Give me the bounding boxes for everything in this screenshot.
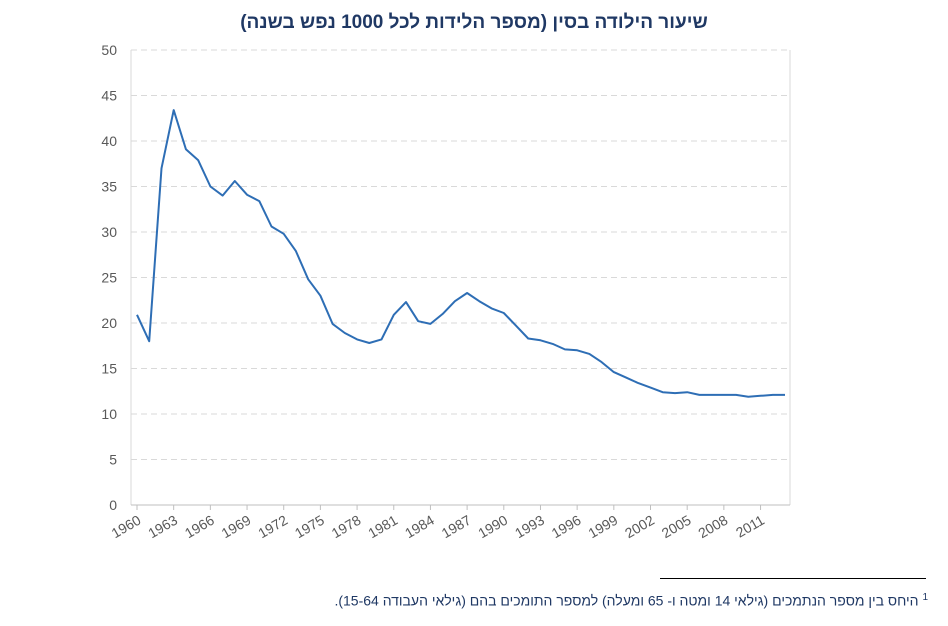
x-tick-label: 1993 bbox=[512, 512, 547, 542]
y-tick-label: 25 bbox=[101, 270, 117, 286]
x-tick-label: 1972 bbox=[255, 512, 290, 542]
x-tick-label: 1969 bbox=[219, 512, 254, 542]
axes bbox=[130, 50, 791, 510]
x-tick-label: 1966 bbox=[182, 512, 217, 542]
x-tick-label: 2008 bbox=[695, 512, 730, 542]
series-line bbox=[136, 109, 785, 398]
footnote-text: היחס בין מספר הנתמכים (גילאי 14 ומטה ו- … bbox=[334, 592, 919, 609]
x-tick-label: 1996 bbox=[549, 512, 584, 542]
x-tick-label: 2011 bbox=[733, 512, 767, 541]
chart-title: שיעור הילודה בסין (מספר הלידות לכל 1000 … bbox=[240, 12, 708, 33]
x-tick-label: 1978 bbox=[329, 512, 364, 542]
x-tick-label: 1990 bbox=[475, 512, 510, 542]
x-tick-label: 1999 bbox=[585, 512, 620, 542]
x-tick-label: 2005 bbox=[659, 512, 694, 542]
y-tick-label: 10 bbox=[101, 406, 117, 422]
footnote-marker: 1 bbox=[922, 592, 928, 603]
y-tick-label: 20 bbox=[101, 315, 117, 331]
footnote-divider bbox=[660, 578, 926, 579]
gridlines bbox=[131, 49, 790, 460]
y-tick-labels: 0 5 10 15 20 25 30 35 40 45 50 bbox=[101, 42, 117, 513]
x-tick-labels: 1960 1963 1966 1969 1972 1975 1978 1981 1984 1987… bbox=[109, 512, 768, 542]
y-tick-label: 45 bbox=[101, 88, 117, 104]
footnote: 1 היחס בין מספר הנתמכים (גילאי 14 ומטה ו… bbox=[334, 592, 928, 609]
x-tick-label: 1981 bbox=[365, 512, 400, 542]
y-tick-label: 30 bbox=[101, 224, 117, 240]
series bbox=[136, 109, 785, 398]
y-tick-label: 0 bbox=[109, 497, 117, 513]
x-tick-label: 2002 bbox=[622, 512, 657, 542]
y-tick-label: 50 bbox=[101, 42, 117, 58]
y-tick-label: 40 bbox=[101, 133, 117, 149]
x-tick-label: 1960 bbox=[109, 512, 144, 542]
x-tick-label: 1963 bbox=[145, 512, 180, 542]
x-tick-label: 1975 bbox=[292, 512, 327, 542]
y-tick-label: 15 bbox=[101, 361, 117, 377]
y-tick-label: 5 bbox=[109, 452, 117, 468]
y-tick-label: 35 bbox=[101, 179, 117, 195]
x-tick-label: 1987 bbox=[439, 512, 474, 542]
x-tick-label: 1984 bbox=[402, 512, 437, 542]
